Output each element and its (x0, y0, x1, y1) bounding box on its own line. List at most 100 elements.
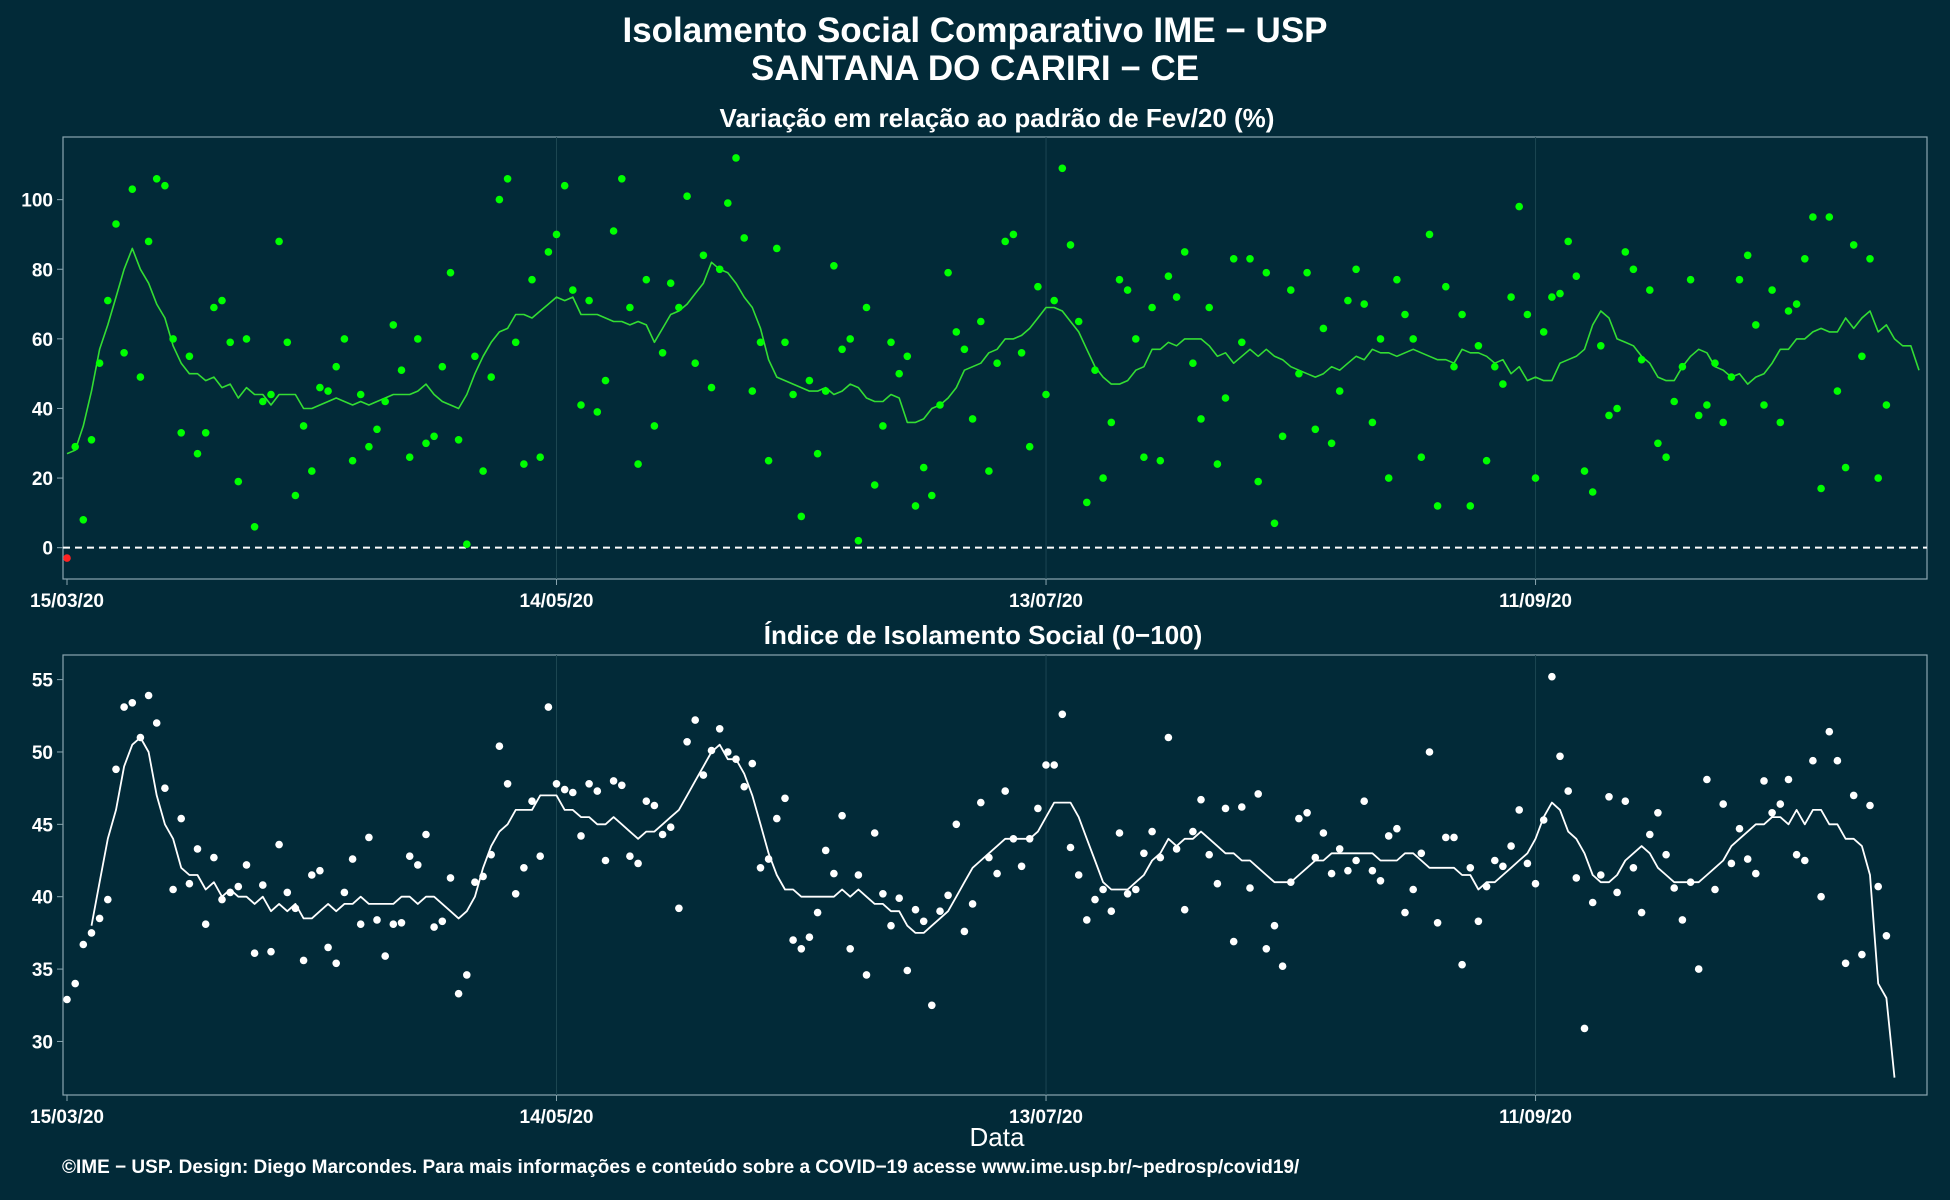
data-point (1017, 862, 1026, 871)
data-point (1148, 827, 1156, 836)
data-point (1646, 830, 1654, 839)
data-point (234, 882, 243, 891)
x-tick-label: 13/07/20 (1009, 1107, 1083, 1128)
data-point (291, 904, 300, 913)
data-point (104, 895, 112, 904)
data-point (226, 888, 234, 897)
data-point (446, 268, 455, 277)
data-point (1662, 453, 1670, 462)
data-point (1319, 324, 1328, 333)
data-point (438, 362, 447, 371)
data-point (503, 175, 512, 183)
data-point (1238, 338, 1246, 347)
data-point (495, 742, 504, 750)
data-point (862, 971, 871, 979)
data-point (1335, 845, 1344, 853)
data-point (1001, 787, 1009, 795)
data-point (112, 220, 120, 228)
data-point (1874, 474, 1882, 482)
data-point (699, 771, 708, 779)
data-point (528, 275, 536, 284)
data-point (601, 856, 610, 865)
data-point (1588, 898, 1597, 907)
data-point (1678, 916, 1687, 924)
data-point (218, 296, 226, 305)
data-point (560, 181, 569, 190)
data-point (977, 317, 985, 326)
data-point (724, 199, 732, 207)
data-point (242, 861, 251, 869)
data-point (1768, 286, 1776, 294)
y-tick-label: 50 (32, 743, 53, 764)
x-tick-label: 14/05/20 (520, 1107, 594, 1128)
data-point (805, 933, 814, 941)
data-point (1882, 932, 1891, 940)
data-point (177, 814, 185, 823)
data-point (1858, 950, 1866, 959)
data-point (1499, 380, 1507, 388)
data-point (952, 328, 961, 336)
data-point (1597, 342, 1605, 350)
data-point (454, 436, 463, 444)
data-point (1246, 884, 1254, 892)
data-point (1605, 411, 1613, 420)
data-point (1221, 804, 1230, 813)
data-point (1849, 791, 1858, 800)
data-point (414, 861, 422, 869)
data-point (870, 829, 879, 837)
data-point (120, 703, 128, 711)
data-point (1539, 328, 1548, 336)
data-point (463, 540, 471, 548)
data-point (715, 265, 724, 274)
data-point (1025, 835, 1034, 843)
data-point (1515, 806, 1523, 814)
data-point (365, 442, 373, 451)
data-point (1180, 905, 1189, 914)
data-point (128, 185, 137, 193)
data-point (666, 823, 675, 831)
data-point (332, 362, 341, 371)
data-point (185, 879, 194, 888)
data-point (911, 905, 920, 914)
data-point (430, 432, 438, 441)
data-point (1694, 965, 1703, 973)
data-point (838, 345, 846, 354)
data-point (316, 383, 324, 392)
data-point (1172, 845, 1181, 853)
data-point (1523, 859, 1532, 868)
data-point (1743, 855, 1752, 863)
data-point (936, 907, 944, 915)
data-point (650, 422, 659, 430)
top-panel-x-axis: 15/03/20 14/05/20 13/07/20 11/09/20 (30, 579, 1572, 612)
data-point (1352, 265, 1360, 274)
data-point (1368, 418, 1377, 427)
data-point (944, 268, 952, 277)
data-point (1572, 272, 1581, 281)
data-point (577, 832, 585, 840)
data-point (1229, 254, 1238, 263)
data-point (381, 397, 390, 406)
data-point (952, 820, 961, 829)
data-point (1384, 832, 1393, 840)
data-point (1841, 959, 1850, 968)
data-point (332, 959, 341, 968)
data-point (1409, 335, 1417, 343)
data-point (1866, 254, 1874, 263)
data-point (152, 719, 161, 727)
data-point (1531, 879, 1540, 888)
y-tick-label: 40 (32, 888, 53, 909)
data-point (1474, 917, 1483, 926)
data-point (210, 853, 218, 862)
data-point (854, 536, 863, 545)
data-point (1686, 878, 1695, 886)
data-point (152, 175, 161, 183)
data-point (1156, 853, 1165, 862)
data-point (1213, 460, 1222, 468)
data-point (1809, 213, 1817, 221)
data-point (1278, 432, 1287, 441)
data-point (1801, 254, 1809, 263)
data-point (169, 335, 177, 343)
data-point (1189, 359, 1197, 368)
data-point (1597, 871, 1605, 879)
